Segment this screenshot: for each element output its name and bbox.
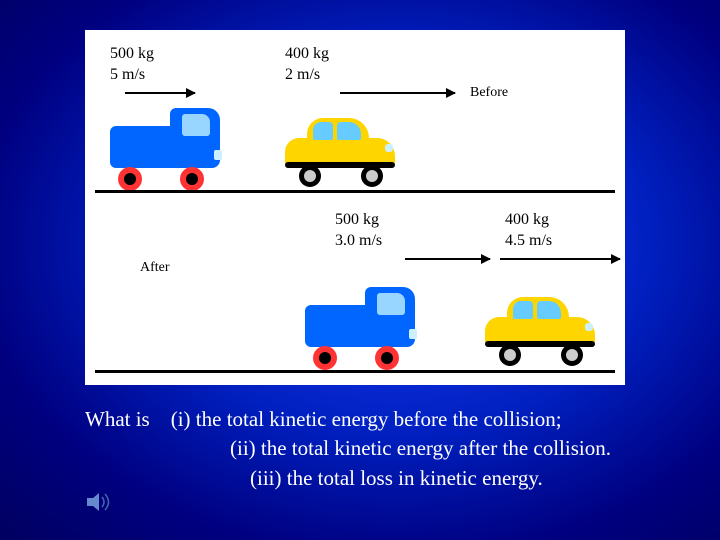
- question-part1: (i) the total kinetic energy before the …: [171, 407, 562, 431]
- after-car-mass: 400 kg: [505, 210, 600, 231]
- before-label: Before: [470, 85, 508, 101]
- question-part2: (ii) the total kinetic energy after the …: [230, 436, 611, 460]
- after-label: After: [140, 260, 170, 276]
- before-van-velocity: 5 m/s: [110, 65, 225, 86]
- van-icon: [110, 108, 225, 183]
- before-car-group: 400 kg 2 m/s: [285, 44, 400, 181]
- before-ground: [95, 190, 615, 193]
- speaker-icon[interactable]: [85, 490, 113, 514]
- after-car-arrow: [500, 258, 620, 260]
- before-car-arrow: [340, 92, 455, 94]
- after-van-group: 500 kg 3.0 m/s: [305, 210, 420, 362]
- before-van-mass: 500 kg: [110, 44, 225, 65]
- physics-diagram: Before 500 kg 5 m/s 400 kg 2 m/s After 5…: [85, 30, 625, 385]
- before-van-arrow: [125, 92, 195, 94]
- van-icon: [305, 287, 420, 362]
- after-van-arrow: [405, 258, 490, 260]
- question-lead: What is: [85, 407, 150, 431]
- question-block: What is (i) the total kinetic energy bef…: [85, 405, 611, 493]
- car-icon: [285, 116, 400, 181]
- after-ground: [95, 370, 615, 373]
- car-icon: [485, 295, 600, 360]
- question-part3: (iii) the total loss in kinetic energy.: [250, 466, 543, 490]
- after-van-mass: 500 kg: [335, 210, 420, 231]
- after-car-group: 400 kg 4.5 m/s: [485, 210, 600, 360]
- before-car-mass: 400 kg: [285, 44, 400, 65]
- before-van-group: 500 kg 5 m/s: [110, 44, 225, 183]
- after-van-velocity: 3.0 m/s: [335, 231, 420, 252]
- before-car-velocity: 2 m/s: [285, 65, 400, 86]
- after-car-velocity: 4.5 m/s: [505, 231, 600, 252]
